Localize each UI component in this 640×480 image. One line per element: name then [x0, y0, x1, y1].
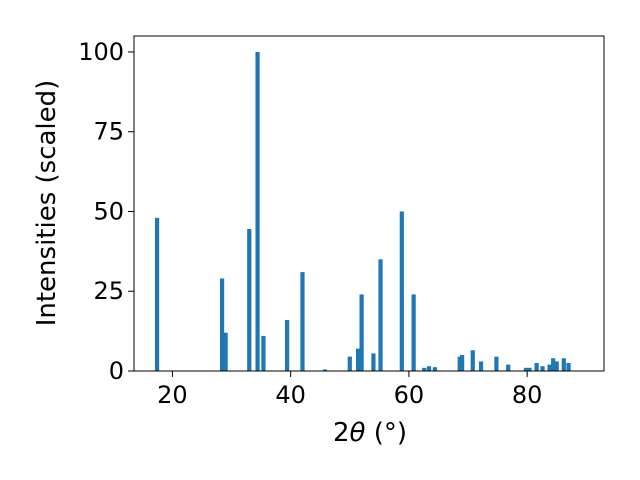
x-tick-label: 40 — [275, 381, 306, 409]
y-axis-label: Intensities (scaled) — [32, 80, 62, 327]
bar — [554, 361, 559, 371]
bar — [422, 367, 427, 371]
bar — [399, 211, 404, 371]
bar — [347, 356, 352, 371]
bar — [478, 361, 484, 371]
y-tick-label: 100 — [78, 38, 124, 66]
x-ticks-group: 20 40 60 80 — [157, 371, 542, 409]
x-axis-label-prefix: 2 — [333, 418, 350, 448]
bar — [540, 366, 545, 371]
plot-frame — [133, 35, 605, 372]
bar — [378, 259, 383, 371]
x-axis-label-suffix: (°) — [365, 418, 407, 448]
y-tick-label: 25 — [93, 277, 124, 305]
bar — [322, 369, 328, 371]
bar — [460, 355, 465, 371]
bar — [523, 367, 529, 371]
bar — [247, 229, 252, 371]
x-tick-label: 20 — [157, 381, 188, 409]
x-axis-label-theta: θ — [350, 418, 366, 448]
y-tick-label: 75 — [93, 118, 124, 146]
y-tick-label: 0 — [109, 357, 124, 385]
bar — [223, 332, 228, 371]
bar — [457, 356, 462, 371]
x-axis-label: 2θ (°) — [333, 418, 407, 448]
x-tick-label: 80 — [512, 381, 543, 409]
bar — [411, 294, 416, 371]
bar — [285, 319, 290, 371]
bar — [255, 51, 260, 371]
bar — [261, 335, 266, 371]
bar — [547, 364, 552, 371]
bar — [359, 294, 364, 371]
bar — [494, 356, 499, 371]
bar — [426, 366, 432, 371]
bar — [300, 272, 305, 371]
x-tick-label: 60 — [394, 381, 425, 409]
bar — [551, 358, 556, 371]
bar — [506, 364, 511, 371]
bar — [527, 367, 532, 371]
bar — [561, 358, 566, 371]
bar — [219, 278, 225, 371]
bar — [432, 367, 438, 371]
y-ticks-group: 0 25 50 75 100 — [78, 38, 134, 385]
bar — [154, 217, 160, 371]
bar — [371, 353, 376, 371]
bar — [566, 363, 571, 371]
bars-group — [154, 51, 571, 371]
bar — [534, 363, 539, 371]
y-tick-label: 50 — [93, 197, 124, 225]
bar — [355, 348, 361, 371]
bar — [470, 350, 475, 371]
